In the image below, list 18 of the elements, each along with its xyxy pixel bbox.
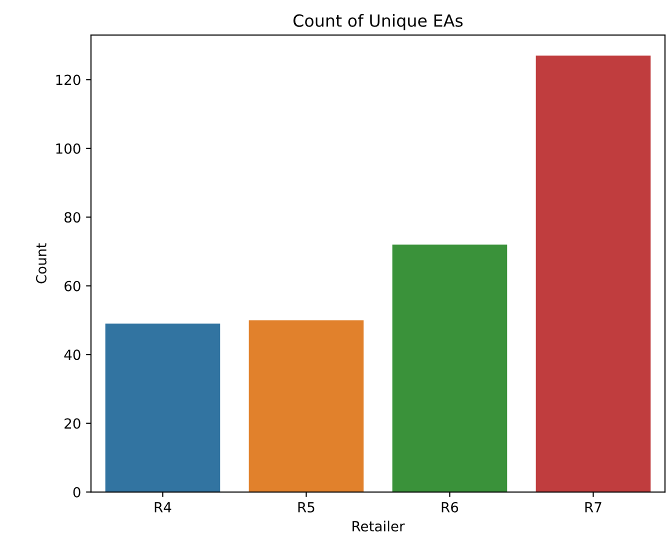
x-tick-label: R4 (154, 502, 172, 512)
x-tick-label: R5 (298, 502, 314, 512)
y-axis-title: Count (36, 243, 47, 284)
x-axis-title: Retailer (352, 520, 405, 532)
y-tick-label: 60 (64, 280, 80, 292)
bar (536, 56, 651, 492)
y-tick-label: 120 (56, 74, 80, 86)
bar (248, 320, 364, 492)
y-tick-label: 0 (73, 486, 80, 498)
chart-title: Count of Unique EAs (293, 14, 463, 30)
bar (392, 244, 508, 492)
y-tick-label: 40 (64, 350, 80, 360)
x-tick-label: R7 (585, 502, 602, 512)
x-tick-label: R6 (442, 502, 458, 512)
y-tick-label: 20 (64, 418, 80, 429)
bar (105, 324, 220, 492)
y-tick-label: 100 (56, 143, 80, 154)
y-tick-label: 80 (64, 212, 80, 223)
